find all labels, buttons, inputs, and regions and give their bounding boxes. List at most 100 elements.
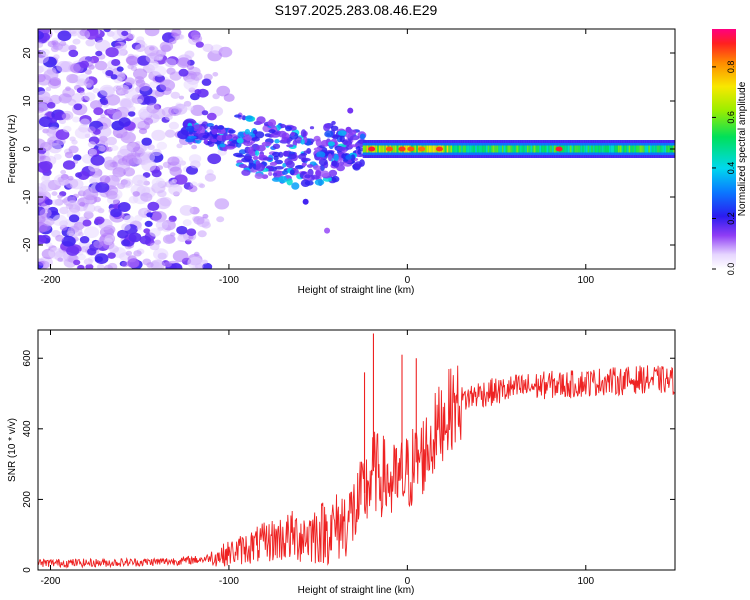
snr-spikes (363, 333, 417, 494)
carrier-core (480, 145, 484, 153)
carrier-peak (368, 146, 376, 152)
carrier-core (443, 145, 447, 153)
carrier-core (487, 145, 491, 153)
carrier-core (543, 145, 547, 153)
signal-blob (186, 125, 195, 132)
signal-blob (324, 227, 331, 234)
noise-blob (218, 46, 233, 58)
carrier-core (551, 145, 556, 153)
noise-blob (109, 245, 119, 254)
noise-blob (44, 199, 53, 206)
noise-blob (96, 264, 105, 269)
carrier-peak (555, 146, 563, 152)
noise-blob (95, 50, 103, 57)
carrier-core (623, 145, 627, 153)
noise-blob (64, 151, 74, 159)
noise-blob (56, 60, 72, 73)
carrier-core (667, 145, 672, 153)
noise-blob (152, 211, 167, 223)
noise-blob (57, 194, 63, 199)
carrier-core (455, 145, 459, 153)
carrier-core (405, 145, 409, 153)
noise-blob (38, 41, 44, 48)
noise-blob (38, 30, 44, 40)
noise-blob (164, 129, 176, 138)
carrier-core (509, 145, 513, 153)
noise-blob (119, 97, 134, 109)
snr-frame (37, 329, 676, 571)
carrier-core (530, 145, 534, 153)
carrier-core (526, 145, 531, 153)
signal-blob (319, 164, 325, 172)
colorbar: 0.0 0.2 0.4 0.6 0.8 Normalized spectral ampl… (712, 29, 748, 275)
carrier-core (521, 145, 525, 153)
noise-blob (38, 222, 48, 233)
carrier-core (589, 145, 593, 153)
signal-blob (211, 128, 218, 135)
signal-blob (300, 179, 311, 187)
noise-blob (168, 121, 179, 130)
signal-blob (221, 134, 227, 143)
carrier-core (382, 145, 386, 153)
noise-blob (61, 113, 71, 120)
noise-blob (79, 236, 90, 244)
noise-blob (134, 76, 145, 84)
noise-blob (123, 215, 135, 224)
noise-blob (146, 212, 154, 218)
noise-blob (194, 89, 202, 95)
noise-blob (65, 203, 74, 210)
noise-blob (105, 47, 119, 58)
signal-blob (269, 161, 278, 166)
signal-blob (283, 150, 290, 157)
noise-blob (99, 84, 115, 97)
noise-blob (92, 87, 100, 94)
noise-blob (151, 129, 166, 141)
noise-blob (179, 205, 194, 216)
noise-blob (95, 39, 111, 52)
signal-blob (267, 119, 277, 127)
noise-blob (132, 191, 140, 197)
noise-blob (143, 228, 151, 234)
carrier-core (617, 145, 622, 153)
carrier-core (660, 145, 664, 153)
carrier-core (628, 145, 632, 153)
carrier-core (484, 145, 488, 153)
carrier-core (457, 145, 461, 153)
signal-blob (313, 147, 322, 151)
noise-blob (190, 104, 206, 116)
signal-blob (331, 175, 340, 183)
carrier-core (366, 145, 370, 153)
carrier-core (648, 145, 652, 153)
carrier-core (598, 145, 602, 153)
signal-blob (256, 145, 266, 152)
carrier-core (516, 145, 520, 153)
noise-blob (51, 191, 58, 196)
signal-blob (286, 178, 293, 186)
noise-blob (59, 206, 69, 215)
carrier-core (460, 145, 465, 153)
noise-blob (39, 208, 52, 218)
carrier-core (489, 145, 493, 153)
noise-blob (68, 44, 77, 52)
x-tick-label: -200 (40, 275, 60, 286)
carrier-core (473, 145, 477, 153)
noise-blob (79, 60, 90, 69)
noise-blob (178, 95, 185, 100)
noise-blob (121, 179, 131, 187)
noise-blob (127, 64, 134, 70)
signal-blob (354, 161, 363, 169)
noise-blob (96, 126, 112, 138)
noise-blob (144, 29, 160, 37)
noise-blob (41, 175, 50, 183)
noise-blob (164, 58, 177, 68)
signal-blob (319, 170, 330, 178)
noise-blob (38, 65, 48, 72)
noise-blob (190, 71, 203, 81)
noise-blob (87, 126, 96, 133)
carrier-core (518, 145, 522, 153)
noise-blob (126, 258, 140, 269)
snr-ylabel: SNR (10 * v/v) (7, 418, 18, 482)
x-tick-label: 100 (577, 275, 594, 286)
carrier-core (384, 145, 388, 153)
noise-blob (190, 30, 200, 39)
